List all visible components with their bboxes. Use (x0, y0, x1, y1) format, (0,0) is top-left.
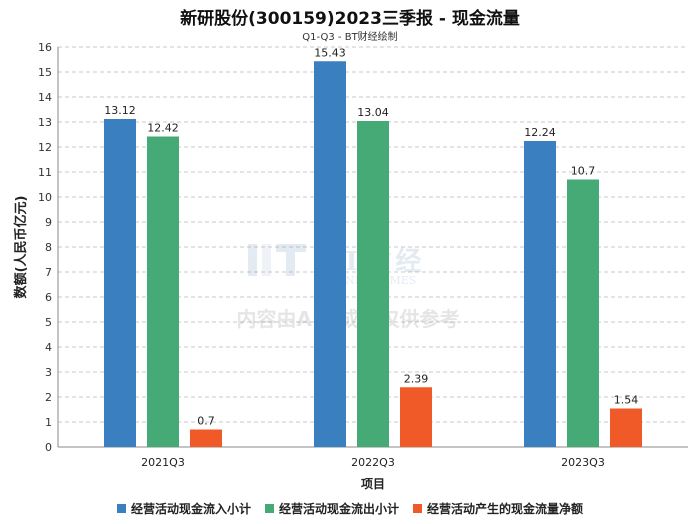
legend-swatch (413, 504, 422, 513)
legend-label: 经营活动产生的现金流量净额 (427, 502, 584, 516)
y-axis-label: 数额(人民币亿元) (13, 196, 29, 299)
data-label: 10.7 (571, 165, 596, 178)
legend: 经营活动现金流入小计 经营活动现金流出小计 经营活动产生的现金流量净额 (0, 500, 700, 517)
data-label: 12.24 (524, 126, 556, 139)
y-tick-label: 10 (38, 191, 52, 204)
y-tick-label: 3 (45, 366, 52, 379)
y-tick-label: 16 (38, 41, 52, 54)
data-labels: 13.12 12.42 0.7 15.43 13.04 2.39 12.24 10.7 1.54 (104, 46, 638, 427)
y-tick-label: 6 (45, 291, 52, 304)
bar (104, 119, 136, 447)
legend-label: 经营活动现金流入小计 (130, 502, 251, 516)
legend-label: 经营活动现金流出小计 (278, 502, 399, 516)
watermark: BT财经 BUSINESSTIMES 内容由AI生成，仅供参考 (237, 244, 460, 331)
x-axis-label: 项目 (361, 477, 385, 491)
y-tick-label: 5 (45, 316, 52, 329)
legend-item: 经营活动现金流出小计 (264, 500, 399, 517)
x-tick-label: 2021Q3 (141, 456, 185, 469)
x-tick-label: 2023Q3 (561, 456, 605, 469)
data-label: 2.39 (404, 372, 429, 385)
y-tick-label: 8 (45, 241, 52, 254)
legend-item: 经营活动产生的现金流量净额 (413, 500, 583, 517)
y-tick-label: 15 (38, 66, 52, 79)
x-tick-labels: 2021Q3 2022Q3 2023Q3 (141, 456, 605, 469)
bar (314, 61, 346, 447)
y-tick-label: 13 (38, 116, 52, 129)
y-tick-label: 2 (45, 391, 52, 404)
legend-item: 经营活动现金流入小计 (116, 500, 251, 517)
watermark-notice: 内容由AI生成，仅供参考 (237, 307, 460, 331)
bar (524, 141, 556, 447)
chart-subtitle: Q1-Q3 - BT财经绘制 (302, 32, 398, 43)
bar (610, 408, 642, 447)
bt-logo-icon (248, 244, 306, 276)
y-tick-label: 7 (45, 266, 52, 279)
data-label: 13.04 (357, 106, 389, 119)
bar (567, 179, 599, 447)
bar (190, 429, 222, 447)
bar (357, 121, 389, 447)
bars (104, 61, 642, 447)
data-label: 0.7 (197, 415, 215, 428)
y-tick-label: 11 (38, 166, 52, 179)
y-tick-label: 9 (45, 216, 52, 229)
data-label: 15.43 (314, 46, 346, 59)
bar (147, 136, 179, 447)
x-tick-label: 2022Q3 (351, 456, 395, 469)
legend-swatch (116, 504, 126, 513)
bar (400, 387, 432, 447)
y-tick-label: 1 (45, 416, 52, 429)
chart-title: 新研股份(300159)2023三季报 - 现金流量 (180, 9, 520, 29)
data-label: 12.42 (147, 122, 179, 135)
y-tick-label: 12 (38, 141, 52, 154)
legend-swatch (264, 504, 274, 513)
y-tick-label: 14 (38, 91, 52, 104)
data-label: 1.54 (614, 394, 639, 407)
y-tick-label: 0 (45, 441, 52, 454)
data-label: 13.12 (104, 104, 136, 117)
y-tick-label: 4 (45, 341, 52, 354)
